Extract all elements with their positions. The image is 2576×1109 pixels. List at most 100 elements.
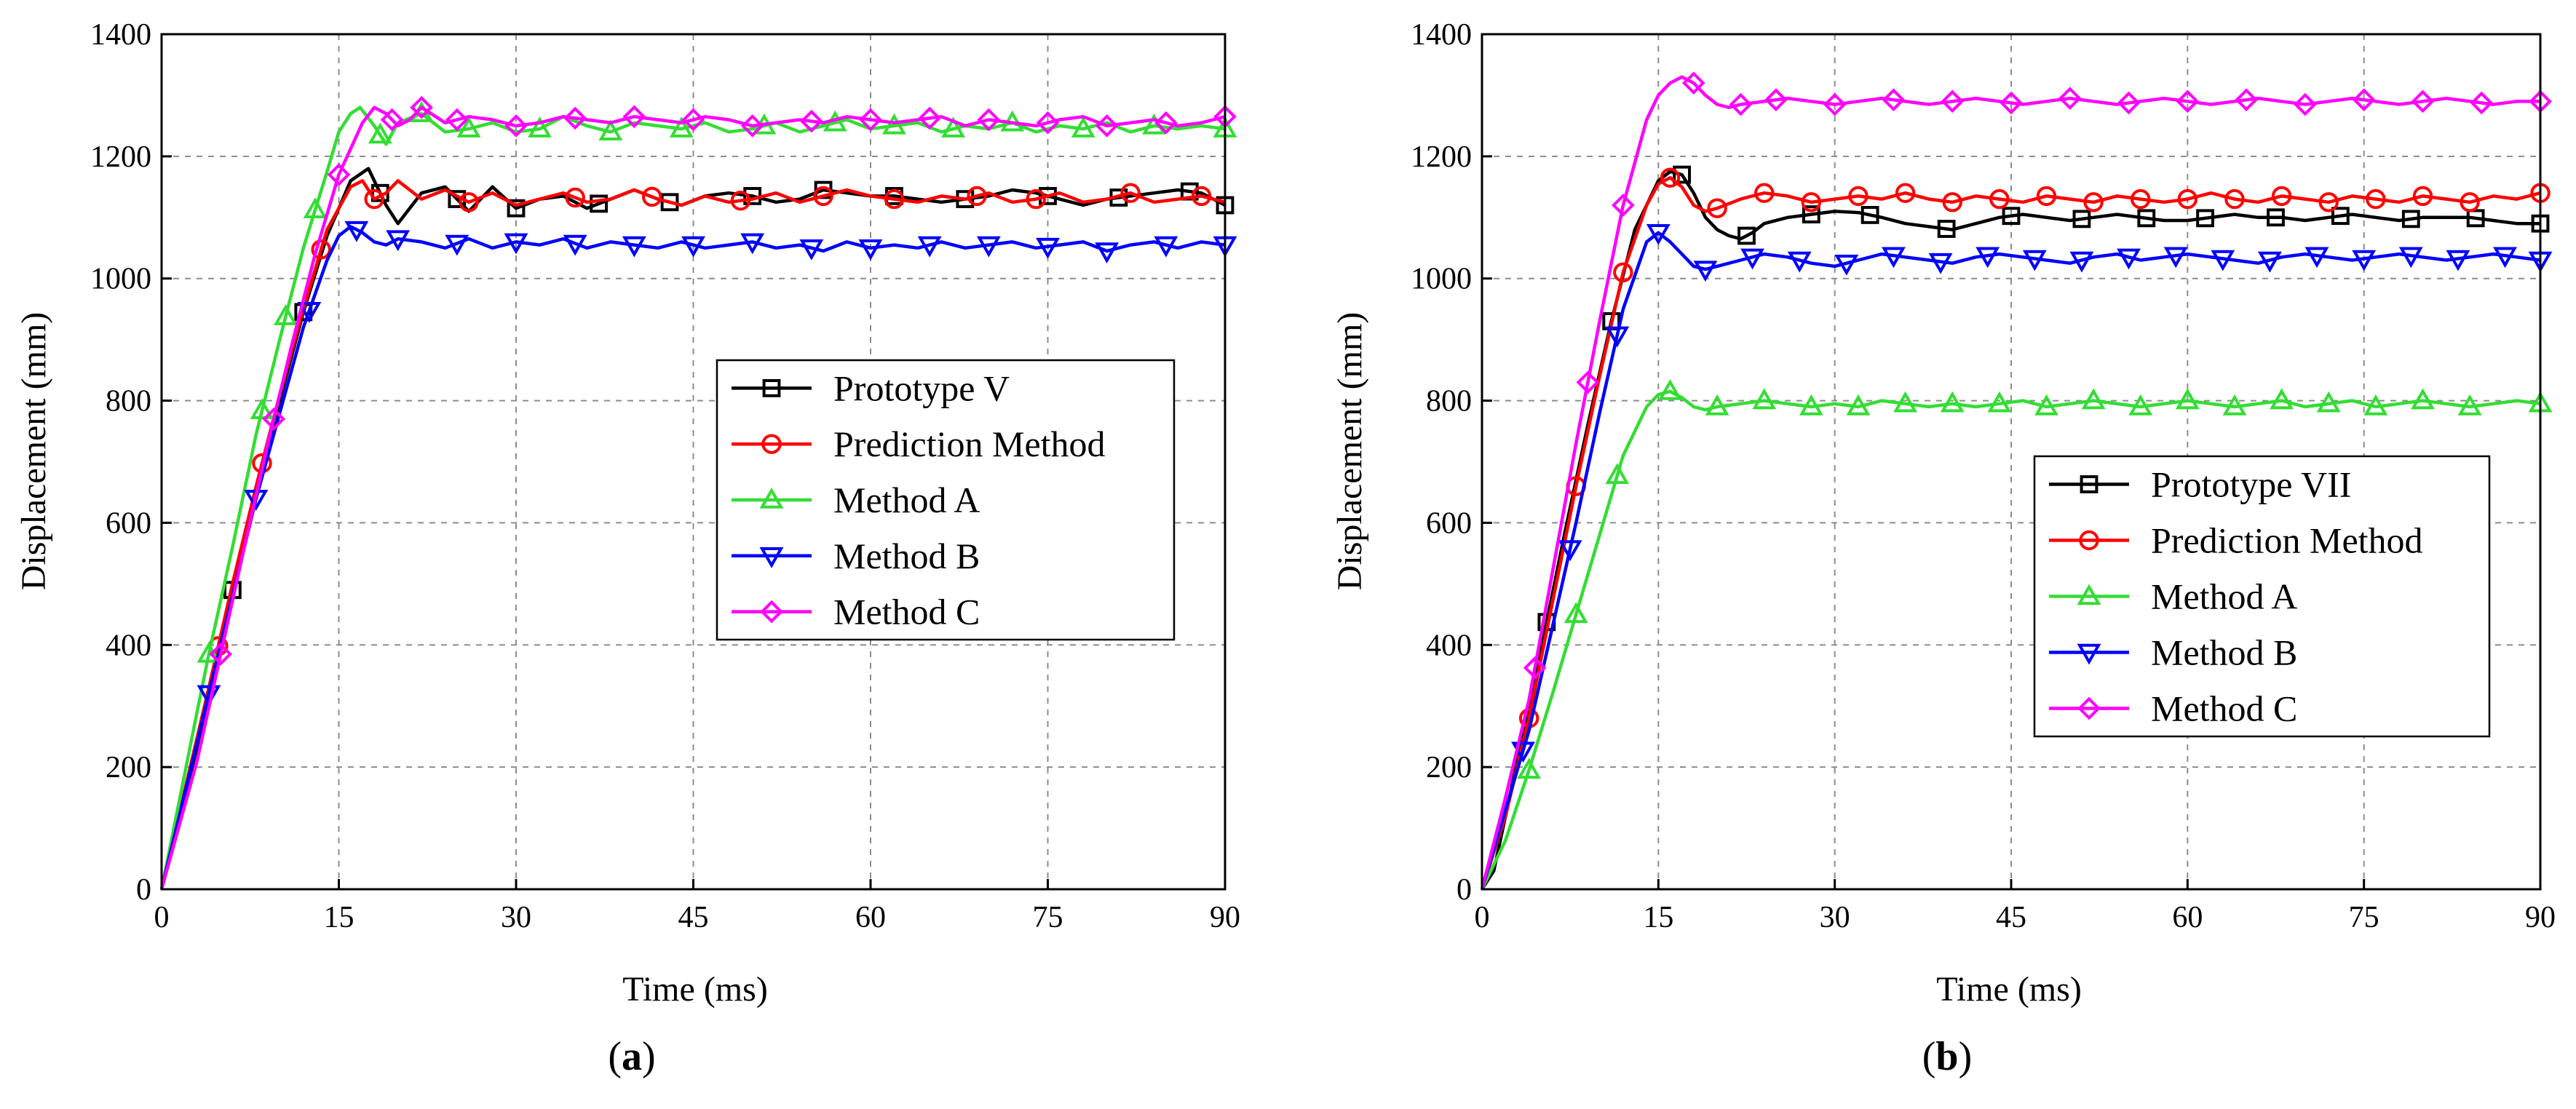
data-point — [303, 197, 328, 219]
data-point — [2235, 88, 2258, 112]
y-tick-label: 1400 — [1411, 18, 1472, 52]
data-point — [2196, 209, 2214, 228]
data-point — [368, 122, 392, 144]
x-tick-label: 75 — [2349, 901, 2379, 934]
legend-label: Method C — [2151, 688, 2297, 729]
data-point — [681, 236, 705, 258]
data-point — [590, 194, 609, 213]
data-point — [1860, 206, 1879, 224]
legend-box — [716, 359, 1176, 641]
data-point — [1940, 391, 1965, 413]
y-tick-label: 0 — [136, 873, 151, 907]
chart-panel-a: Displacement (mm) Time (ms) (a) 0 15 30 45 6… — [15, 18, 1240, 1079]
data-point — [598, 119, 623, 141]
data-point — [882, 113, 906, 135]
series-line — [159, 106, 1226, 890]
legend-label: Prototype V — [833, 367, 1010, 408]
data-point — [1754, 183, 1775, 203]
data-point — [740, 114, 764, 138]
data-point — [2493, 247, 2517, 269]
axes: 0 15 30 45 60 75 90 0 200 400 600 800 1000 1200 1400 — [1411, 18, 2556, 934]
data-point — [1036, 111, 1060, 135]
data-point — [2177, 188, 2198, 210]
data-point — [1039, 187, 1057, 205]
data-point — [1681, 71, 1705, 95]
legend-label: Prototype VII — [2151, 464, 2351, 505]
y-tick-label: 0 — [1457, 873, 1472, 907]
series-prediction-method — [1480, 167, 2551, 890]
legend-item-method-b: Method B — [2049, 632, 2297, 673]
data-point — [2457, 394, 2482, 416]
y-tick-label: 800 — [1426, 385, 1472, 418]
x-tick-label: 45 — [678, 901, 709, 934]
data-point — [1941, 90, 1965, 114]
data-point — [2331, 207, 2350, 226]
data-point — [2318, 192, 2339, 212]
legend-marker — [760, 600, 783, 624]
data-point — [2081, 388, 2106, 410]
data-point — [2117, 91, 2141, 115]
data-point — [311, 239, 331, 260]
panel-label: (a) — [608, 1034, 655, 1079]
data-point — [1834, 254, 1859, 276]
plot-area — [159, 95, 1237, 890]
series-line — [1480, 389, 2541, 890]
data-point — [2224, 188, 2245, 210]
data-point — [2294, 92, 2317, 116]
data-point — [507, 199, 526, 218]
data-point — [2034, 394, 2058, 416]
data-point — [2304, 247, 2329, 269]
y-tick-label: 600 — [106, 506, 151, 540]
x-tick-label: 15 — [1643, 901, 1673, 934]
chart-panel-b: Displacement (mm) Time (ms) (b) 0 15 30 45 6… — [1331, 18, 2556, 1079]
data-point — [1693, 261, 1718, 282]
data-point — [1191, 186, 1212, 207]
data-point — [1799, 394, 1823, 416]
data-point — [1511, 742, 1535, 763]
series-line — [1480, 75, 2540, 890]
data-point — [2271, 186, 2292, 207]
data-point — [669, 116, 694, 138]
data-point — [1707, 198, 1727, 218]
y-tick-label: 200 — [106, 751, 151, 784]
series-line — [1480, 175, 2541, 890]
data-point — [622, 105, 646, 129]
data-point — [1752, 388, 1777, 410]
data-point — [209, 643, 232, 666]
data-point — [1517, 758, 1542, 779]
data-point — [459, 192, 479, 212]
data-point — [2401, 210, 2420, 228]
x-axis-title: Time (ms) — [1936, 970, 2082, 1009]
data-point — [2466, 209, 2485, 228]
data-point — [565, 187, 585, 208]
data-point — [2058, 87, 2082, 110]
legend-marker — [762, 379, 781, 397]
data-point — [2411, 90, 2435, 114]
data-point — [1605, 326, 1630, 348]
data-point — [197, 685, 221, 707]
y-axis-title: Displacement (mm) — [1331, 312, 1369, 591]
data-point — [504, 114, 528, 138]
data-point — [1882, 88, 1906, 112]
x-tick-label: 30 — [501, 901, 531, 934]
data-point — [1823, 92, 1847, 116]
legend: Prototype V Prediction Method Method A Meth… — [716, 359, 1176, 641]
legend-item-prototype-v: Prototype V — [732, 367, 1010, 408]
data-point — [1564, 602, 1588, 624]
data-point — [2366, 188, 2386, 210]
data-point — [2352, 250, 2377, 271]
data-point — [858, 239, 883, 261]
data-point — [622, 236, 646, 258]
data-point — [660, 193, 679, 212]
data-point — [1881, 247, 1906, 269]
data-point — [528, 116, 552, 138]
y-tick-label: 400 — [1426, 629, 1472, 662]
x-tick-label: 0 — [154, 901, 170, 934]
data-point — [1071, 116, 1095, 138]
data-point — [799, 239, 824, 261]
data-point — [2267, 208, 2285, 227]
data-point — [1989, 188, 2010, 210]
y-tick-label: 1000 — [1411, 263, 1472, 296]
data-point — [504, 233, 528, 255]
data-point — [641, 186, 662, 207]
